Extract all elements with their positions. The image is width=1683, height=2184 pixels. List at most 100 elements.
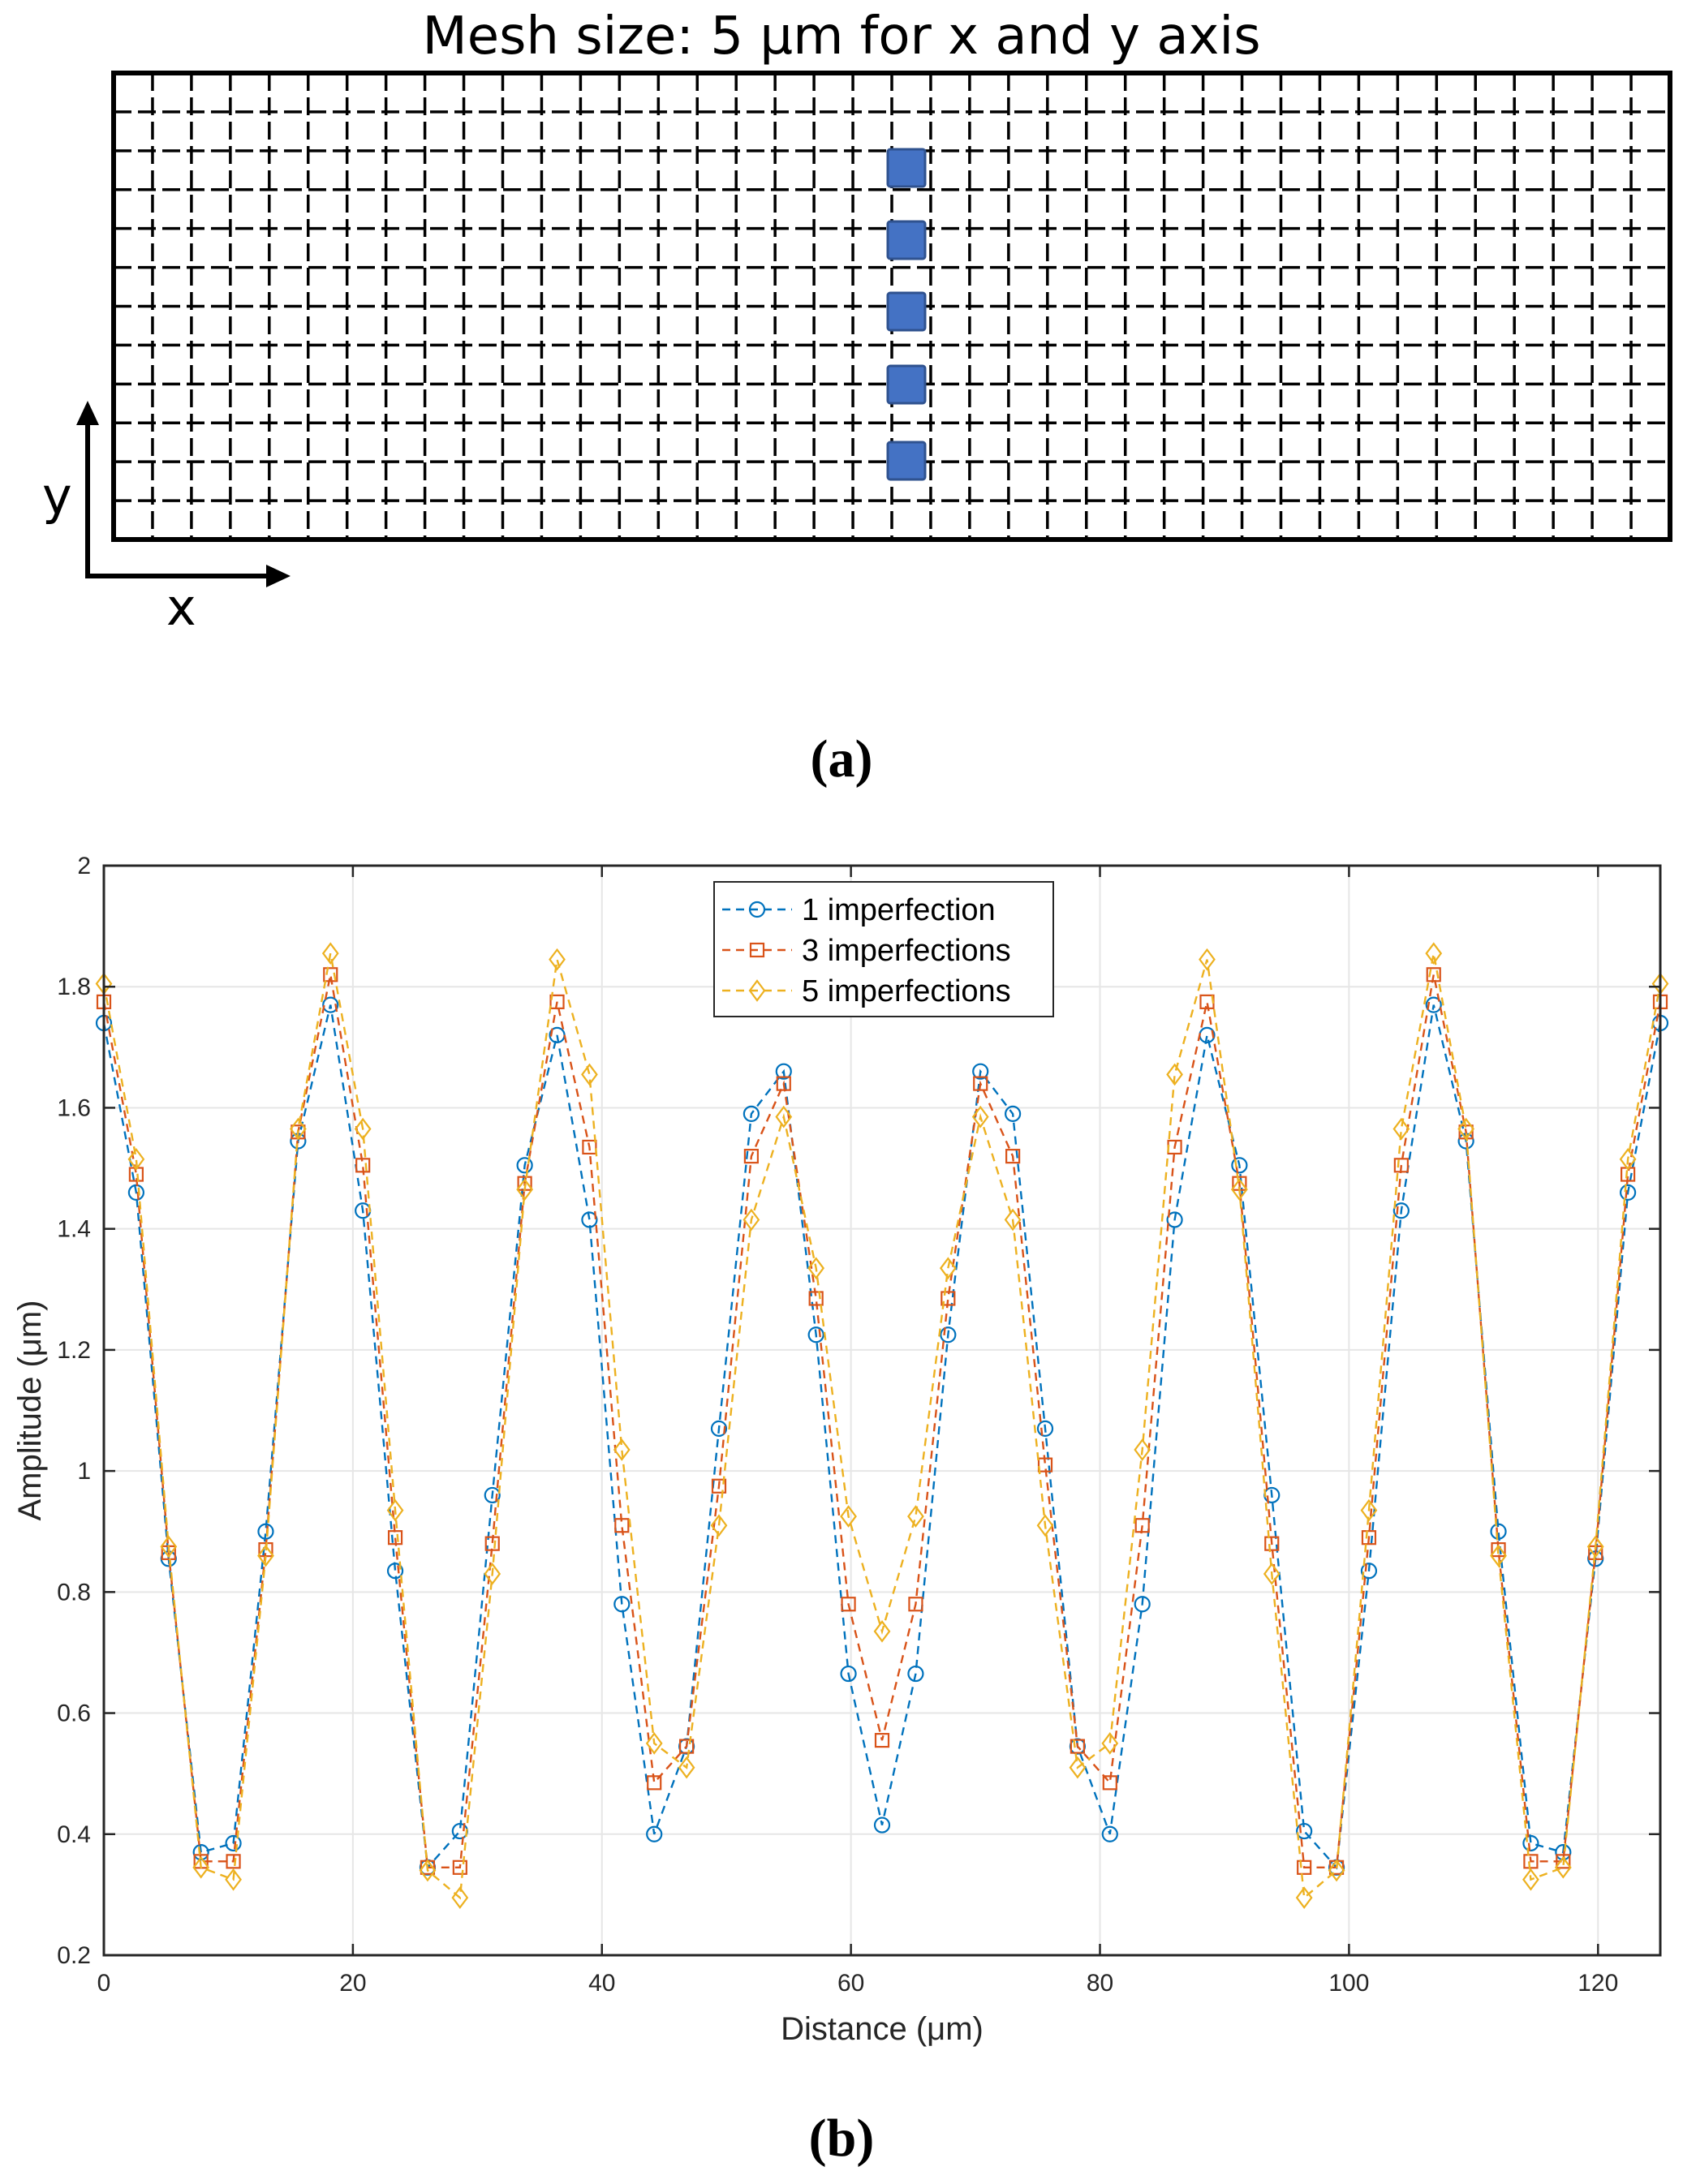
data-point (1296, 1822, 1313, 1840)
panel-b-label: (b) (808, 2109, 875, 2168)
data-point (908, 1597, 923, 1612)
data-point (613, 1596, 631, 1613)
data-point (192, 1855, 210, 1879)
data-point (1134, 1596, 1151, 1613)
legend-item: 1 imperfection (722, 893, 996, 927)
data-point (972, 1063, 989, 1080)
data-point (160, 1535, 178, 1558)
legend-label: 5 imperfections (802, 974, 1011, 1008)
data-point (386, 1498, 404, 1522)
data-point (321, 942, 339, 965)
y-tick-label: 1.6 (57, 1094, 91, 1121)
legend-label: 1 imperfection (802, 893, 996, 927)
data-point (226, 1854, 241, 1869)
data-point (614, 1518, 630, 1533)
legend-label: 3 imperfections (802, 934, 1011, 968)
data-point (516, 1157, 533, 1174)
y-tick-label: 0.6 (57, 1700, 91, 1727)
x-axis-label: Distance (μm) (781, 2011, 984, 2047)
data-point (289, 1117, 307, 1141)
data-point (973, 1076, 988, 1091)
data-point (1360, 1563, 1378, 1580)
x-axis-letter: x (166, 578, 196, 637)
data-point (907, 1665, 924, 1683)
data-point (257, 1544, 274, 1567)
data-point (484, 1563, 501, 1585)
x-tick-label: 120 (1578, 1970, 1618, 1997)
data-point (840, 1505, 857, 1528)
y-axis-letter: y (42, 466, 72, 526)
data-point (322, 996, 339, 1013)
mesh-border (111, 71, 1672, 542)
data-point (127, 1148, 145, 1171)
data-point (1005, 1149, 1021, 1164)
data-point (1586, 1535, 1604, 1558)
data-point (807, 1257, 825, 1279)
data-point (323, 967, 338, 982)
data-point (1490, 1523, 1507, 1540)
data-point (1522, 1868, 1539, 1891)
data-point (225, 1868, 242, 1891)
data-point (971, 1105, 989, 1129)
series-2 (96, 967, 1668, 1875)
chart-grid (103, 865, 1660, 1956)
legend-item: 5 imperfections (722, 974, 1011, 1008)
data-point (1426, 967, 1441, 982)
data-point (1036, 1420, 1054, 1437)
imperfection-square (886, 441, 927, 481)
data-point (807, 1326, 824, 1344)
plot-frame (102, 864, 1662, 1957)
data-point (1522, 1834, 1539, 1852)
data-point (1005, 1105, 1022, 1123)
data-point (940, 1326, 957, 1344)
y-axis-label: Amplitude (μm) (12, 1301, 48, 1521)
data-point (1457, 1117, 1475, 1141)
data-point (1037, 1457, 1053, 1472)
data-point (678, 1756, 695, 1779)
data-point (841, 1597, 856, 1612)
y-tick-label: 1.8 (57, 974, 91, 1000)
data-point (710, 1420, 728, 1437)
data-point (710, 1514, 728, 1537)
amplitude-chart: 0 20 40 60 80 100 120 0.2 0.4 0.6 0.8 1 1.2 1.4 1.6 1.8… (12, 853, 1669, 2047)
data-point (1102, 1775, 1117, 1791)
y-tick-label: 1.2 (57, 1337, 91, 1364)
data-point (1230, 1178, 1248, 1202)
data-point (776, 1076, 791, 1091)
data-point (355, 1158, 371, 1173)
data-point (1297, 1859, 1312, 1875)
x-tick-label: 40 (588, 1970, 615, 1997)
data-point (452, 1859, 467, 1875)
chart-legend: 1 imperfection 3 imperfections 5 imperfect… (713, 881, 1054, 1017)
data-point (387, 1530, 403, 1546)
data-point (613, 1438, 631, 1461)
imperfection-square (886, 148, 927, 188)
data-point (1490, 1544, 1507, 1567)
data-point (1069, 1756, 1087, 1779)
data-point (1392, 1117, 1410, 1141)
data-point (646, 1825, 663, 1842)
data-point (1361, 1530, 1377, 1546)
data-point (386, 1563, 404, 1580)
chart-series (95, 942, 1669, 1909)
data-point (1166, 1063, 1183, 1086)
data-point (1036, 1514, 1054, 1537)
mesh-diagram (76, 71, 1672, 587)
data-point (1134, 1438, 1151, 1461)
data-point (1328, 1859, 1345, 1882)
data-point (1619, 1148, 1637, 1171)
data-point (742, 1208, 760, 1232)
data-point (581, 1063, 598, 1086)
data-point (484, 1536, 500, 1551)
series-line (102, 952, 1662, 1900)
mesh-grid (114, 73, 1670, 540)
data-point (225, 1834, 242, 1852)
data-point (582, 1139, 597, 1155)
data-point (939, 1257, 957, 1279)
data-point (1295, 1886, 1313, 1909)
data-point (1134, 1518, 1150, 1533)
y-tick-label: 0.4 (57, 1821, 91, 1848)
legend-item: 3 imperfections (722, 934, 1011, 968)
data-point (873, 1619, 891, 1643)
series-line (102, 1004, 1662, 1870)
